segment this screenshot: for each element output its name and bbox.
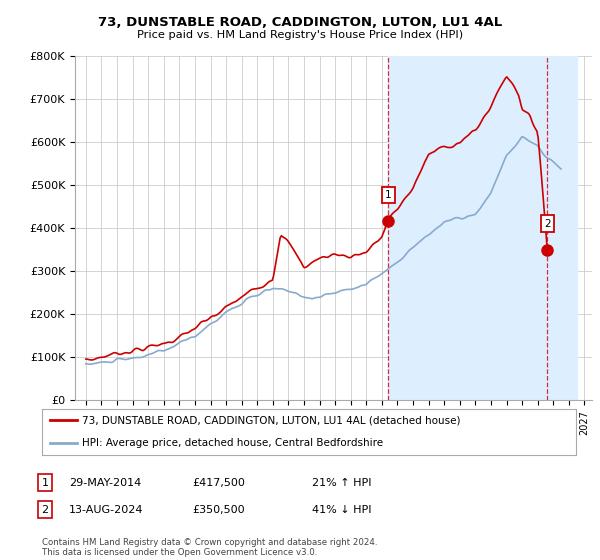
Text: £350,500: £350,500 (192, 505, 245, 515)
Text: HPI: Average price, detached house, Central Bedfordshire: HPI: Average price, detached house, Cent… (82, 438, 383, 448)
Text: 21% ↑ HPI: 21% ↑ HPI (312, 478, 371, 488)
Text: 1: 1 (41, 478, 49, 488)
Text: 2: 2 (544, 218, 551, 228)
Text: £417,500: £417,500 (192, 478, 245, 488)
Bar (547, 56, 577, 400)
Text: 1: 1 (385, 190, 392, 200)
Text: 2: 2 (41, 505, 49, 515)
Text: Price paid vs. HM Land Registry's House Price Index (HPI): Price paid vs. HM Land Registry's House … (137, 30, 463, 40)
Text: 41% ↓ HPI: 41% ↓ HPI (312, 505, 371, 515)
Text: Contains HM Land Registry data © Crown copyright and database right 2024.
This d: Contains HM Land Registry data © Crown c… (42, 538, 377, 557)
Text: 13-AUG-2024: 13-AUG-2024 (69, 505, 143, 515)
Text: 73, DUNSTABLE ROAD, CADDINGTON, LUTON, LU1 4AL (detached house): 73, DUNSTABLE ROAD, CADDINGTON, LUTON, L… (82, 416, 461, 425)
Bar (388, 56, 577, 400)
Text: 29-MAY-2014: 29-MAY-2014 (69, 478, 141, 488)
Text: 73, DUNSTABLE ROAD, CADDINGTON, LUTON, LU1 4AL: 73, DUNSTABLE ROAD, CADDINGTON, LUTON, L… (98, 16, 502, 29)
